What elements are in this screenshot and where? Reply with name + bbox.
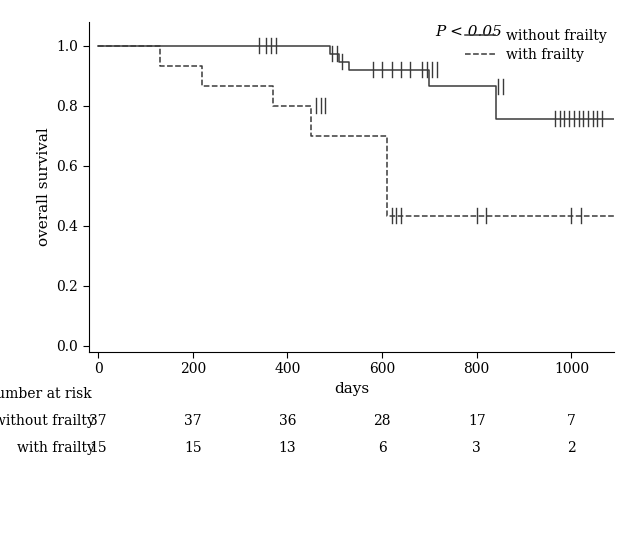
Text: 17: 17: [468, 414, 486, 428]
Text: with frailty: with frailty: [17, 441, 95, 455]
Text: P < 0.05: P < 0.05: [436, 25, 502, 39]
X-axis label: days: days: [334, 381, 369, 395]
Text: 37: 37: [184, 414, 201, 428]
Text: 28: 28: [373, 414, 391, 428]
Text: 3: 3: [472, 441, 481, 455]
Text: 13: 13: [279, 441, 296, 455]
Text: 2: 2: [567, 441, 576, 455]
Text: Number at risk: Number at risk: [0, 387, 92, 401]
Text: 7: 7: [567, 414, 576, 428]
Text: 36: 36: [279, 414, 296, 428]
Legend: without frailty, with frailty: without frailty, with frailty: [465, 29, 607, 62]
Text: 15: 15: [89, 441, 107, 455]
Text: 37: 37: [89, 414, 107, 428]
Y-axis label: overall survival: overall survival: [37, 127, 51, 246]
Text: 15: 15: [184, 441, 201, 455]
Text: without frailty: without frailty: [0, 414, 95, 428]
Text: 6: 6: [378, 441, 387, 455]
